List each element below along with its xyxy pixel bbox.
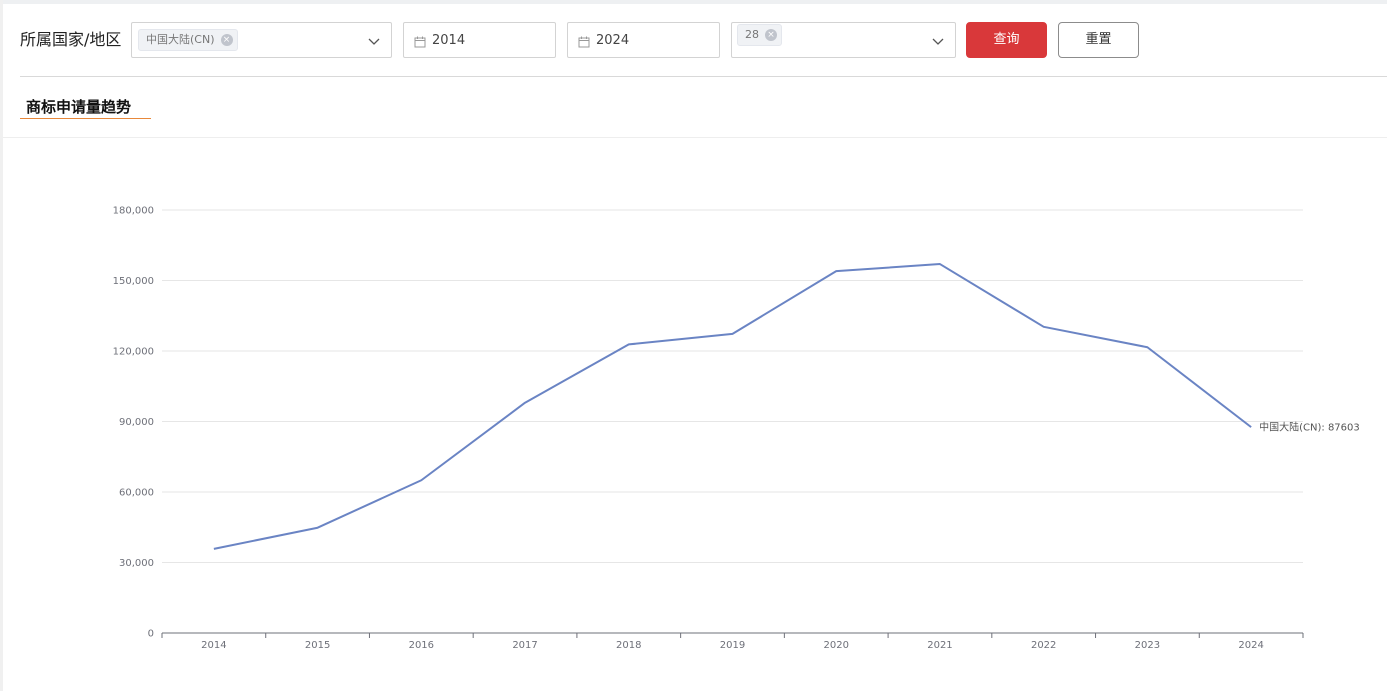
x-tick-label: 2017	[512, 640, 537, 651]
country-select[interactable]: 中国大陆(CN) ×	[131, 22, 392, 58]
series-line	[213, 263, 1252, 550]
reset-button[interactable]: 重置	[1058, 22, 1139, 58]
x-tick-label: 2021	[927, 640, 952, 651]
x-tick-label: 2018	[616, 640, 641, 651]
x-tick-label: 2019	[720, 640, 745, 651]
section-title: 商标申请量趋势	[26, 98, 132, 116]
series-end-label: 中国大陆(CN): 87603	[1259, 421, 1360, 434]
class-tag: 28 ×	[737, 24, 782, 46]
close-icon[interactable]: ×	[220, 34, 233, 46]
y-tick-label: 60,000	[119, 488, 154, 499]
end-year-input[interactable]: 2024	[567, 22, 720, 58]
x-tick-label: 2020	[824, 640, 849, 651]
class-tag-label: 28	[745, 28, 759, 41]
x-tick-label: 2022	[1031, 640, 1056, 651]
x-tick-label: 2015	[305, 640, 330, 651]
section-divider	[3, 137, 1387, 138]
chevron-down-icon[interactable]	[367, 34, 381, 48]
close-icon[interactable]: ×	[765, 29, 777, 41]
class-select[interactable]: 28 ×	[731, 22, 956, 58]
x-tick-label: 2024	[1238, 640, 1263, 651]
x-tick-label: 2014	[201, 640, 226, 651]
start-year-value: 2014	[432, 33, 466, 48]
country-filter-label: 所属国家/地区	[20, 30, 122, 49]
trend-chart: 0 30,000 60,000 90,000 120,000 150,000 180,000…	[0, 138, 1387, 691]
y-tick-label: 150,000	[113, 276, 154, 287]
query-button[interactable]: 查询	[966, 22, 1047, 58]
x-tick-label: 2023	[1135, 640, 1160, 651]
country-tag: 中国大陆(CN) ×	[138, 29, 238, 51]
y-tick-label: 180,000	[113, 206, 154, 217]
chevron-down-icon[interactable]	[931, 34, 945, 48]
y-tick-label: 30,000	[119, 558, 154, 569]
filter-divider	[20, 76, 1387, 77]
section-title-underline	[20, 118, 151, 119]
top-shadow	[0, 0, 1387, 4]
end-year-value: 2024	[596, 33, 630, 48]
trend-chart-svg: 0 30,000 60,000 90,000 120,000 150,000 180,000…	[113, 206, 1360, 652]
y-tick-label: 0	[148, 629, 154, 640]
start-year-input[interactable]: 2014	[403, 22, 556, 58]
filter-bar: 所属国家/地区 中国大陆(CN) × 2014 2024 28	[0, 0, 1387, 76]
country-tag-label: 中国大陆(CN)	[146, 33, 215, 46]
y-tick-label: 120,000	[113, 347, 154, 358]
left-edge	[0, 0, 3, 691]
calendar-icon	[414, 33, 426, 48]
x-tick-label: 2016	[409, 640, 434, 651]
y-tick-label: 90,000	[119, 417, 154, 428]
calendar-icon	[578, 33, 590, 48]
